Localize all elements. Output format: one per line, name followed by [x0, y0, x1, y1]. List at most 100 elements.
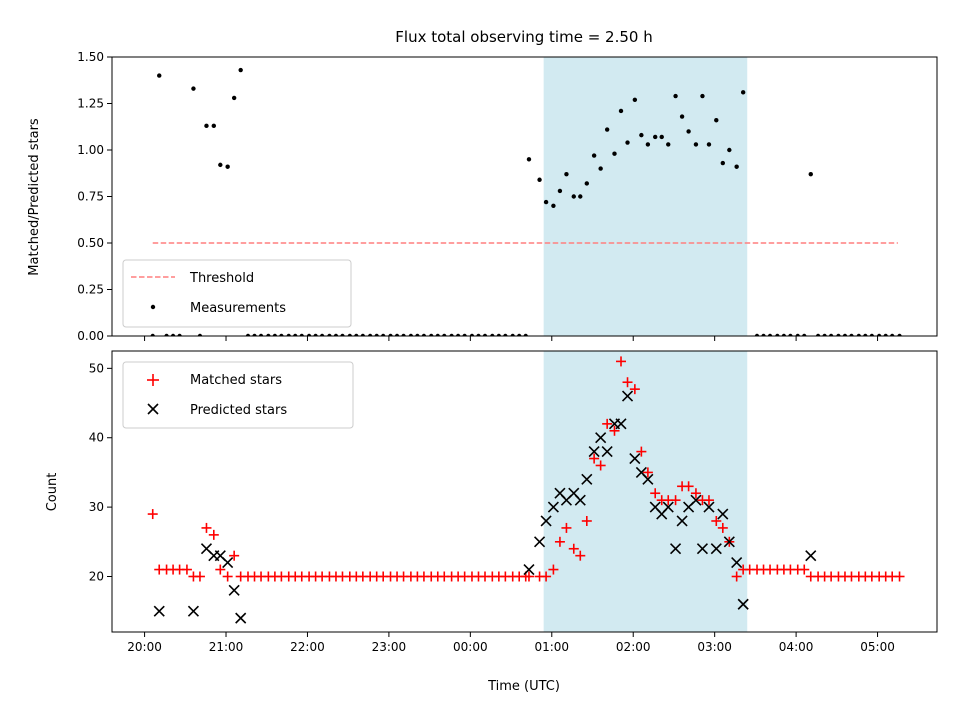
measurement-point — [571, 194, 576, 199]
measurement-point — [272, 333, 278, 336]
bottom-panel: 20:00 21:00 22:00 23:00 00:00 01:00 02:00 03:00… — [89, 350, 938, 654]
measurement-point — [578, 194, 583, 199]
predicted-star-marker — [574, 494, 586, 506]
measurement-point — [327, 333, 332, 336]
measurement-point — [367, 333, 373, 336]
measurement-point — [306, 333, 312, 336]
measurement-point — [429, 333, 434, 336]
x-tick-label: 02:00 — [616, 640, 651, 654]
measurement-point — [503, 333, 508, 336]
matched-star-marker — [581, 515, 592, 526]
measurement-point — [258, 333, 264, 336]
predicted-star-marker — [621, 390, 634, 402]
measurement-point — [469, 333, 475, 336]
predicted-star-marker — [523, 563, 535, 576]
y-tick-label: 0.00 — [77, 329, 104, 343]
top-y-axis-label: Matched/Predicted stars — [27, 118, 42, 276]
matched-star-marker — [683, 481, 694, 492]
predicted-star-marker — [153, 605, 165, 617]
y-tick-label: 30 — [89, 500, 104, 514]
measurement-point — [802, 333, 807, 336]
x-tick-label: 21:00 — [209, 640, 244, 654]
measurement-point — [659, 134, 664, 140]
predicted-star-marker — [717, 508, 729, 520]
top-legend-frame — [122, 259, 352, 328]
matched-star-marker — [703, 495, 714, 506]
matched-star-marker — [222, 571, 233, 582]
matched-star-marker — [717, 522, 728, 533]
y-tick-label: 1.00 — [77, 143, 104, 157]
y-tick-label: 0.25 — [77, 283, 104, 297]
measurement-point — [231, 95, 237, 101]
measurement-point — [856, 333, 862, 336]
matched-star-marker — [215, 564, 226, 575]
x-tick-label: 22:00 — [290, 640, 325, 654]
plot-area — [150, 57, 902, 336]
measurement-point — [775, 333, 780, 336]
matched-star-marker — [670, 495, 681, 506]
predicted-star-marker — [703, 501, 715, 513]
measurement-point — [543, 199, 549, 205]
measurement-point — [401, 333, 406, 336]
bottom-legend: Matched stars Predicted stars — [122, 361, 354, 429]
measurement-point — [462, 333, 467, 336]
measurement-point — [510, 333, 515, 336]
measurement-point — [266, 333, 271, 336]
measurement-point — [612, 151, 617, 156]
legend-matched-label: Matched stars — [190, 373, 282, 388]
measurement-point — [876, 333, 882, 336]
measurement-point — [815, 333, 821, 336]
measurement-point — [421, 333, 427, 336]
measurement-point — [727, 147, 732, 153]
matched-star-marker — [642, 467, 653, 478]
measurement-point — [686, 129, 691, 134]
predicted-star-marker — [662, 501, 674, 513]
measurement-point — [673, 93, 678, 99]
bottom-legend-frame — [122, 361, 354, 429]
measurement-point — [700, 93, 705, 99]
measurement-point — [164, 333, 169, 336]
matched-star-marker — [731, 571, 742, 582]
measurement-point — [598, 166, 603, 171]
measurement-point — [333, 333, 339, 336]
y-tick-label: 1.25 — [77, 97, 104, 111]
matched-star-marker — [609, 425, 620, 436]
measurement-point — [496, 333, 502, 336]
x-tick-label: 05:00 — [860, 640, 895, 654]
predicted-star-marker — [737, 598, 749, 610]
measurement-point — [218, 162, 223, 168]
matched-star-marker — [208, 529, 219, 540]
measurement-point — [781, 333, 787, 336]
matched-star-marker — [548, 564, 559, 575]
predicted-star-marker — [547, 501, 559, 513]
measurement-point — [720, 160, 726, 166]
y-tick-label: 40 — [89, 431, 104, 445]
measurement-point — [523, 333, 528, 336]
measurement-point — [666, 142, 671, 147]
measurement-point — [347, 333, 353, 336]
matched-star-marker — [711, 515, 722, 526]
predicted-star-marker — [540, 515, 552, 527]
measurement-point — [150, 333, 155, 336]
predicted-star-marker — [601, 446, 613, 458]
matched-star-marker — [629, 384, 640, 395]
measurement-point — [836, 333, 841, 336]
x-tick-label: 00:00 — [453, 640, 488, 654]
legend-predicted-swatch — [147, 403, 159, 415]
measurement-point — [286, 333, 291, 336]
measurement-point — [639, 132, 644, 138]
matched-star-marker — [690, 488, 701, 499]
predicted-star-marker — [696, 543, 709, 555]
measurement-point — [734, 164, 739, 169]
measurement-point — [604, 127, 610, 132]
predicted-star-marker — [805, 550, 817, 562]
measurement-point — [408, 333, 414, 336]
matched-star-marker — [541, 571, 552, 582]
matched-star-marker — [554, 536, 565, 547]
measurement-point — [245, 333, 251, 336]
predicted-star-marker — [534, 536, 546, 548]
measurement-point — [849, 333, 854, 336]
x-tick-label: 03:00 — [697, 640, 732, 654]
matched-star-marker — [650, 488, 661, 499]
measurement-point — [157, 73, 162, 78]
